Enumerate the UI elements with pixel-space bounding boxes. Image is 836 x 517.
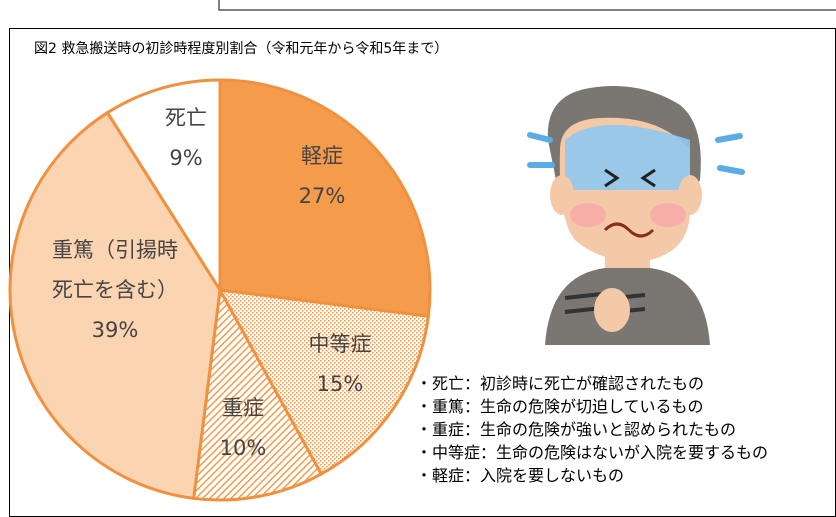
category-label: 重篤（引揚時 死亡を含む） — [52, 230, 178, 310]
illustration — [530, 86, 742, 345]
value-label: 15% — [309, 364, 372, 404]
page: 図2 救急搬送時の初診時程度別割合（令和元年から令和5年まで） ・死亡：初診時に… — [0, 0, 836, 517]
category-label: 中等症 — [309, 324, 372, 364]
slice-label: 重篤（引揚時 死亡を含む）39% — [52, 230, 178, 350]
value-label: 9% — [165, 138, 207, 178]
category-label: 重症 — [220, 388, 267, 428]
frame — [219, 0, 836, 10]
note: ・死亡：初診時に死亡が確認されたもの — [416, 372, 768, 395]
note: ・重症：生命の危険が強いと認められたもの — [416, 418, 768, 441]
value-label: 10% — [220, 428, 267, 468]
note: ・重篤：生命の危険が切迫しているもの — [416, 395, 768, 418]
note: ・中等症：生命の危険はないが入院を要するもの — [416, 441, 768, 464]
category-label: 死亡 — [165, 98, 207, 138]
note: ・軽症：入院を要しないもの — [416, 464, 768, 487]
notes: ・死亡：初診時に死亡が確認されたもの・重篤：生命の危険が切迫しているもの・重症：… — [416, 372, 768, 487]
chart-title: 図2 救急搬送時の初診時程度別割合（令和元年から令和5年まで） — [34, 38, 448, 58]
category-label: 軽症 — [299, 136, 346, 176]
value-label: 27% — [299, 176, 346, 216]
value-label: 39% — [52, 310, 178, 350]
